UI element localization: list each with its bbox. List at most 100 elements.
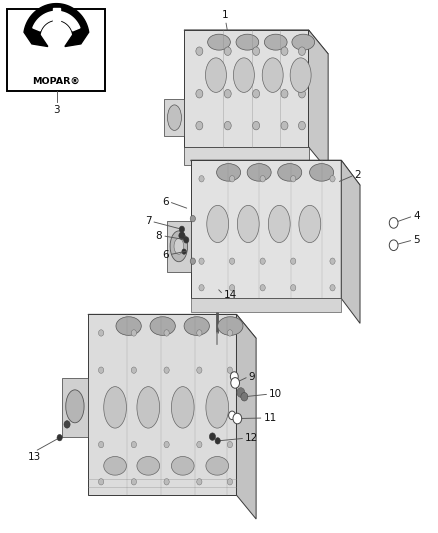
- Circle shape: [164, 330, 169, 336]
- Circle shape: [197, 479, 202, 485]
- FancyBboxPatch shape: [7, 9, 106, 91]
- Ellipse shape: [217, 164, 240, 181]
- Polygon shape: [237, 314, 256, 519]
- Circle shape: [164, 441, 169, 448]
- Ellipse shape: [116, 317, 141, 335]
- Text: 8: 8: [155, 231, 162, 241]
- Ellipse shape: [137, 457, 159, 475]
- Ellipse shape: [171, 457, 194, 475]
- Ellipse shape: [265, 34, 287, 50]
- Polygon shape: [24, 4, 89, 46]
- Ellipse shape: [167, 105, 181, 131]
- Text: 7: 7: [145, 216, 151, 227]
- Text: 4: 4: [413, 211, 420, 221]
- Ellipse shape: [233, 58, 254, 92]
- Ellipse shape: [104, 386, 127, 428]
- Text: 11: 11: [264, 413, 277, 423]
- Circle shape: [184, 237, 189, 243]
- Text: 1: 1: [222, 10, 229, 20]
- Ellipse shape: [218, 317, 243, 335]
- Circle shape: [215, 438, 220, 444]
- Ellipse shape: [236, 34, 259, 50]
- Ellipse shape: [206, 457, 229, 475]
- Circle shape: [227, 367, 233, 373]
- Circle shape: [179, 232, 185, 239]
- Polygon shape: [62, 378, 88, 437]
- Circle shape: [260, 258, 265, 264]
- Ellipse shape: [104, 457, 127, 475]
- Circle shape: [209, 433, 215, 440]
- Circle shape: [227, 479, 233, 485]
- Polygon shape: [184, 30, 328, 54]
- Circle shape: [281, 47, 288, 55]
- Circle shape: [196, 47, 203, 55]
- Circle shape: [230, 285, 235, 291]
- Circle shape: [197, 367, 202, 373]
- Circle shape: [164, 479, 169, 485]
- Circle shape: [164, 367, 169, 373]
- Ellipse shape: [310, 164, 334, 181]
- Circle shape: [389, 240, 398, 251]
- Circle shape: [253, 47, 260, 55]
- Ellipse shape: [206, 386, 229, 428]
- Circle shape: [241, 392, 248, 401]
- Text: MOPAR®: MOPAR®: [32, 77, 80, 86]
- Circle shape: [199, 175, 204, 182]
- Circle shape: [196, 122, 203, 130]
- Circle shape: [281, 122, 288, 130]
- Circle shape: [298, 47, 305, 55]
- Ellipse shape: [184, 317, 209, 335]
- Text: 13: 13: [28, 451, 41, 462]
- Circle shape: [230, 175, 235, 182]
- Circle shape: [131, 367, 137, 373]
- Text: 6: 6: [162, 197, 169, 207]
- Circle shape: [330, 175, 335, 182]
- Circle shape: [233, 413, 242, 424]
- Polygon shape: [308, 30, 328, 171]
- Ellipse shape: [205, 58, 226, 92]
- Text: 3: 3: [53, 106, 60, 116]
- Ellipse shape: [150, 317, 175, 335]
- Polygon shape: [164, 99, 184, 136]
- Circle shape: [131, 330, 137, 336]
- Circle shape: [260, 285, 265, 291]
- Text: 9: 9: [249, 372, 255, 382]
- Circle shape: [99, 441, 104, 448]
- Circle shape: [298, 122, 305, 130]
- Circle shape: [197, 441, 202, 448]
- Ellipse shape: [237, 205, 259, 243]
- Circle shape: [227, 330, 233, 336]
- Polygon shape: [166, 221, 191, 272]
- Circle shape: [298, 90, 305, 98]
- Polygon shape: [88, 314, 237, 495]
- Polygon shape: [191, 160, 360, 185]
- Circle shape: [131, 441, 137, 448]
- Text: 10: 10: [269, 389, 283, 399]
- Circle shape: [99, 367, 104, 373]
- Circle shape: [99, 479, 104, 485]
- Circle shape: [237, 387, 245, 397]
- Circle shape: [196, 90, 203, 98]
- Polygon shape: [53, 9, 60, 40]
- Circle shape: [227, 441, 233, 448]
- Circle shape: [260, 175, 265, 182]
- Text: 5: 5: [413, 235, 420, 245]
- Polygon shape: [191, 298, 341, 312]
- Polygon shape: [33, 11, 80, 31]
- Ellipse shape: [66, 390, 84, 423]
- Circle shape: [290, 175, 296, 182]
- Circle shape: [231, 377, 240, 388]
- Circle shape: [190, 258, 195, 264]
- Text: 14: 14: [223, 289, 237, 300]
- Ellipse shape: [262, 58, 283, 92]
- Text: 2: 2: [354, 170, 361, 180]
- Circle shape: [64, 421, 70, 428]
- Ellipse shape: [174, 238, 184, 254]
- Ellipse shape: [278, 164, 302, 181]
- Circle shape: [224, 122, 231, 130]
- Ellipse shape: [268, 205, 290, 243]
- Polygon shape: [184, 147, 308, 165]
- Circle shape: [330, 258, 335, 264]
- Ellipse shape: [292, 34, 314, 50]
- Circle shape: [281, 90, 288, 98]
